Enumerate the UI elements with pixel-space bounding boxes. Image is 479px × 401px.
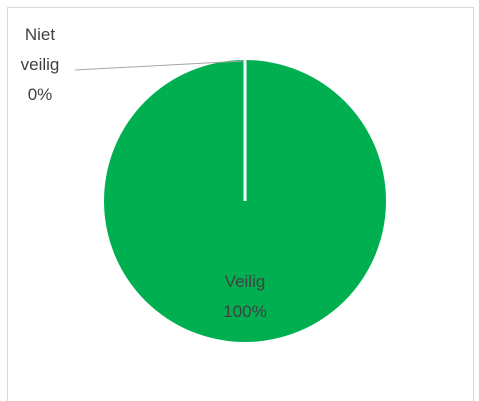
data-label-niet-veilig-percent: 0% [28,85,53,104]
chart-frame [7,7,474,401]
data-label-veilig-category: Veilig [225,272,266,291]
data-label-niet-veilig-line2: veilig [21,55,60,74]
data-label-veilig-percent: 100% [223,302,266,321]
pie-slices [104,60,386,342]
data-label-niet-veilig-line1: Niet [25,25,56,44]
leader-line-niet-veilig [74,60,245,71]
